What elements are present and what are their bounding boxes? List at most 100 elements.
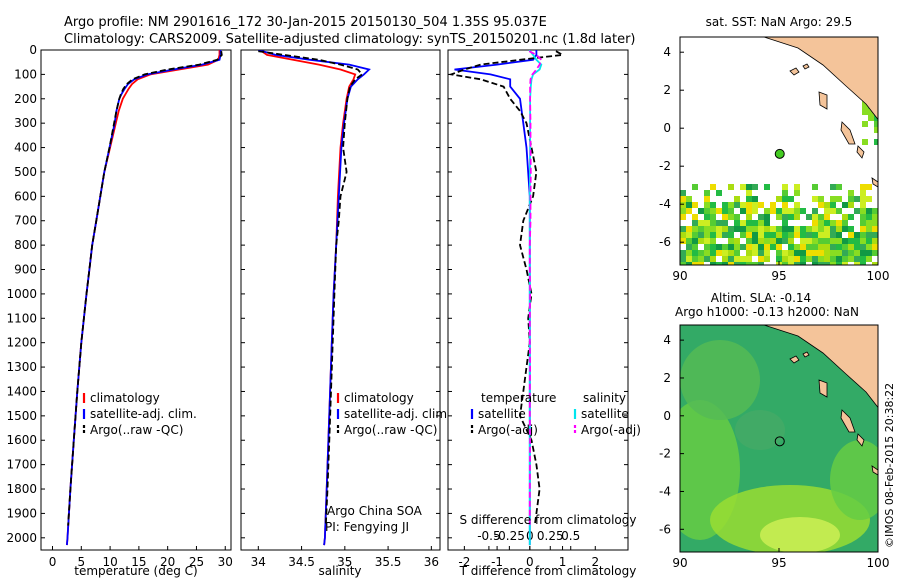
sst-cell [860, 208, 866, 214]
sst-cell [746, 196, 752, 202]
depth-tick-label: 0 [29, 43, 37, 57]
legend-label: satellite-adj. clim. [90, 407, 197, 421]
sst-cell [776, 250, 782, 256]
sst-cell [794, 244, 800, 250]
s-tick-label: -0.25 [494, 529, 525, 543]
map-y-tick-label: 4 [663, 45, 671, 59]
sst-cell [680, 262, 686, 265]
sst-cell [746, 244, 752, 250]
sst-cell [872, 208, 878, 214]
sst-cell [740, 226, 746, 232]
depth-tick-label: 1000 [6, 287, 37, 301]
sst-cell [740, 256, 746, 262]
sst-cell [698, 220, 704, 226]
sst-cell [812, 262, 818, 265]
sst-cell [710, 220, 716, 226]
sst-cell [836, 184, 842, 190]
depth-tick-label: 500 [14, 165, 37, 179]
sst-cell [794, 202, 800, 208]
sst-cell [782, 256, 788, 262]
sst-cell [794, 208, 800, 214]
sst-cell [710, 226, 716, 232]
sst-cell [728, 202, 734, 208]
sst-cell [746, 226, 752, 232]
sst-cell [752, 220, 758, 226]
legend-label: satellite [478, 407, 526, 421]
figure-title-line1: Argo profile: NM 2901616_172 30-Jan-2015… [64, 15, 547, 30]
sst-cell [866, 256, 872, 262]
map-island [818, 379, 828, 398]
sla-blob [760, 517, 840, 552]
sst-cell [728, 184, 734, 190]
sst-cell [704, 214, 710, 220]
sst-cell [722, 256, 728, 262]
map-island [840, 121, 856, 145]
sst-cell [812, 196, 818, 202]
sla-map-panel: Altim. SLA: -0.14 Argo h1000: -0.13 h200… [659, 291, 889, 570]
sst-cell [842, 262, 848, 265]
sst-cell [830, 196, 836, 202]
sst-cell [842, 244, 848, 250]
depth-tick-label: 400 [14, 141, 37, 155]
depth-tick-label: 1900 [6, 506, 37, 520]
sst-cell [824, 208, 830, 214]
sst-cell [746, 220, 752, 226]
sst-cell [770, 208, 776, 214]
sst-cell [812, 238, 818, 244]
sst-map-islands [789, 63, 878, 188]
sst-cell [722, 202, 728, 208]
x-tick-label: 34.5 [288, 555, 315, 569]
sst-cell [866, 244, 872, 250]
sst-cell [782, 238, 788, 244]
sst-cell [680, 190, 686, 196]
sst-cell [758, 214, 764, 220]
sst-cell [764, 238, 770, 244]
sst-cell [746, 202, 752, 208]
sst-argo-location-marker [774, 148, 785, 159]
sst-cell [692, 202, 698, 208]
sst-cell [848, 232, 854, 238]
sst-cell [836, 244, 842, 250]
map-y-tick-label: 2 [663, 371, 671, 385]
sst-cell [752, 226, 758, 232]
sst-cell [824, 214, 830, 220]
sst-cell [836, 226, 842, 232]
sst-cell [812, 220, 818, 226]
sst-cell [728, 262, 734, 265]
sst-cell [734, 256, 740, 262]
sst-cell [860, 256, 866, 262]
x-tick-label: 15 [131, 555, 146, 569]
depth-tick-label: 2000 [6, 531, 37, 545]
sst-cell [794, 214, 800, 220]
sst-cell [860, 262, 866, 265]
sst-cell [782, 220, 788, 226]
s-tick-label: -0.5 [477, 529, 500, 543]
sst-cell [698, 256, 704, 262]
sst-cell [776, 214, 782, 220]
sla-map-axes: 90 95 100 4 2 0 -2 -4 -6 [659, 333, 889, 570]
sla-argo-location-marker [774, 436, 785, 447]
depth-tick-label: 1400 [6, 384, 37, 398]
sst-cell [728, 244, 734, 250]
sst-cell [716, 232, 722, 238]
sst-cell [692, 220, 698, 226]
sst-cell [758, 232, 764, 238]
map-x-tick-label: 95 [771, 269, 786, 283]
sst-cell [848, 226, 854, 232]
temperature-series [66, 50, 223, 546]
sst-cell [794, 250, 800, 256]
sst-cell [866, 184, 872, 190]
sst-cell [746, 190, 752, 196]
sst-cell [692, 226, 698, 232]
legend-label: Argo(..raw -QC) [344, 423, 437, 437]
sst-cell [686, 196, 692, 202]
sst-cell [680, 202, 686, 208]
sst-cell [740, 262, 746, 265]
depth-tick-label: 1200 [6, 336, 37, 350]
depth-tick-label: 1700 [6, 458, 37, 472]
sst-cell [800, 226, 806, 232]
sst-cell [868, 109, 874, 115]
sst-cell [692, 238, 698, 244]
sst-cell [824, 262, 830, 265]
map-y-tick-label: -6 [659, 235, 671, 249]
